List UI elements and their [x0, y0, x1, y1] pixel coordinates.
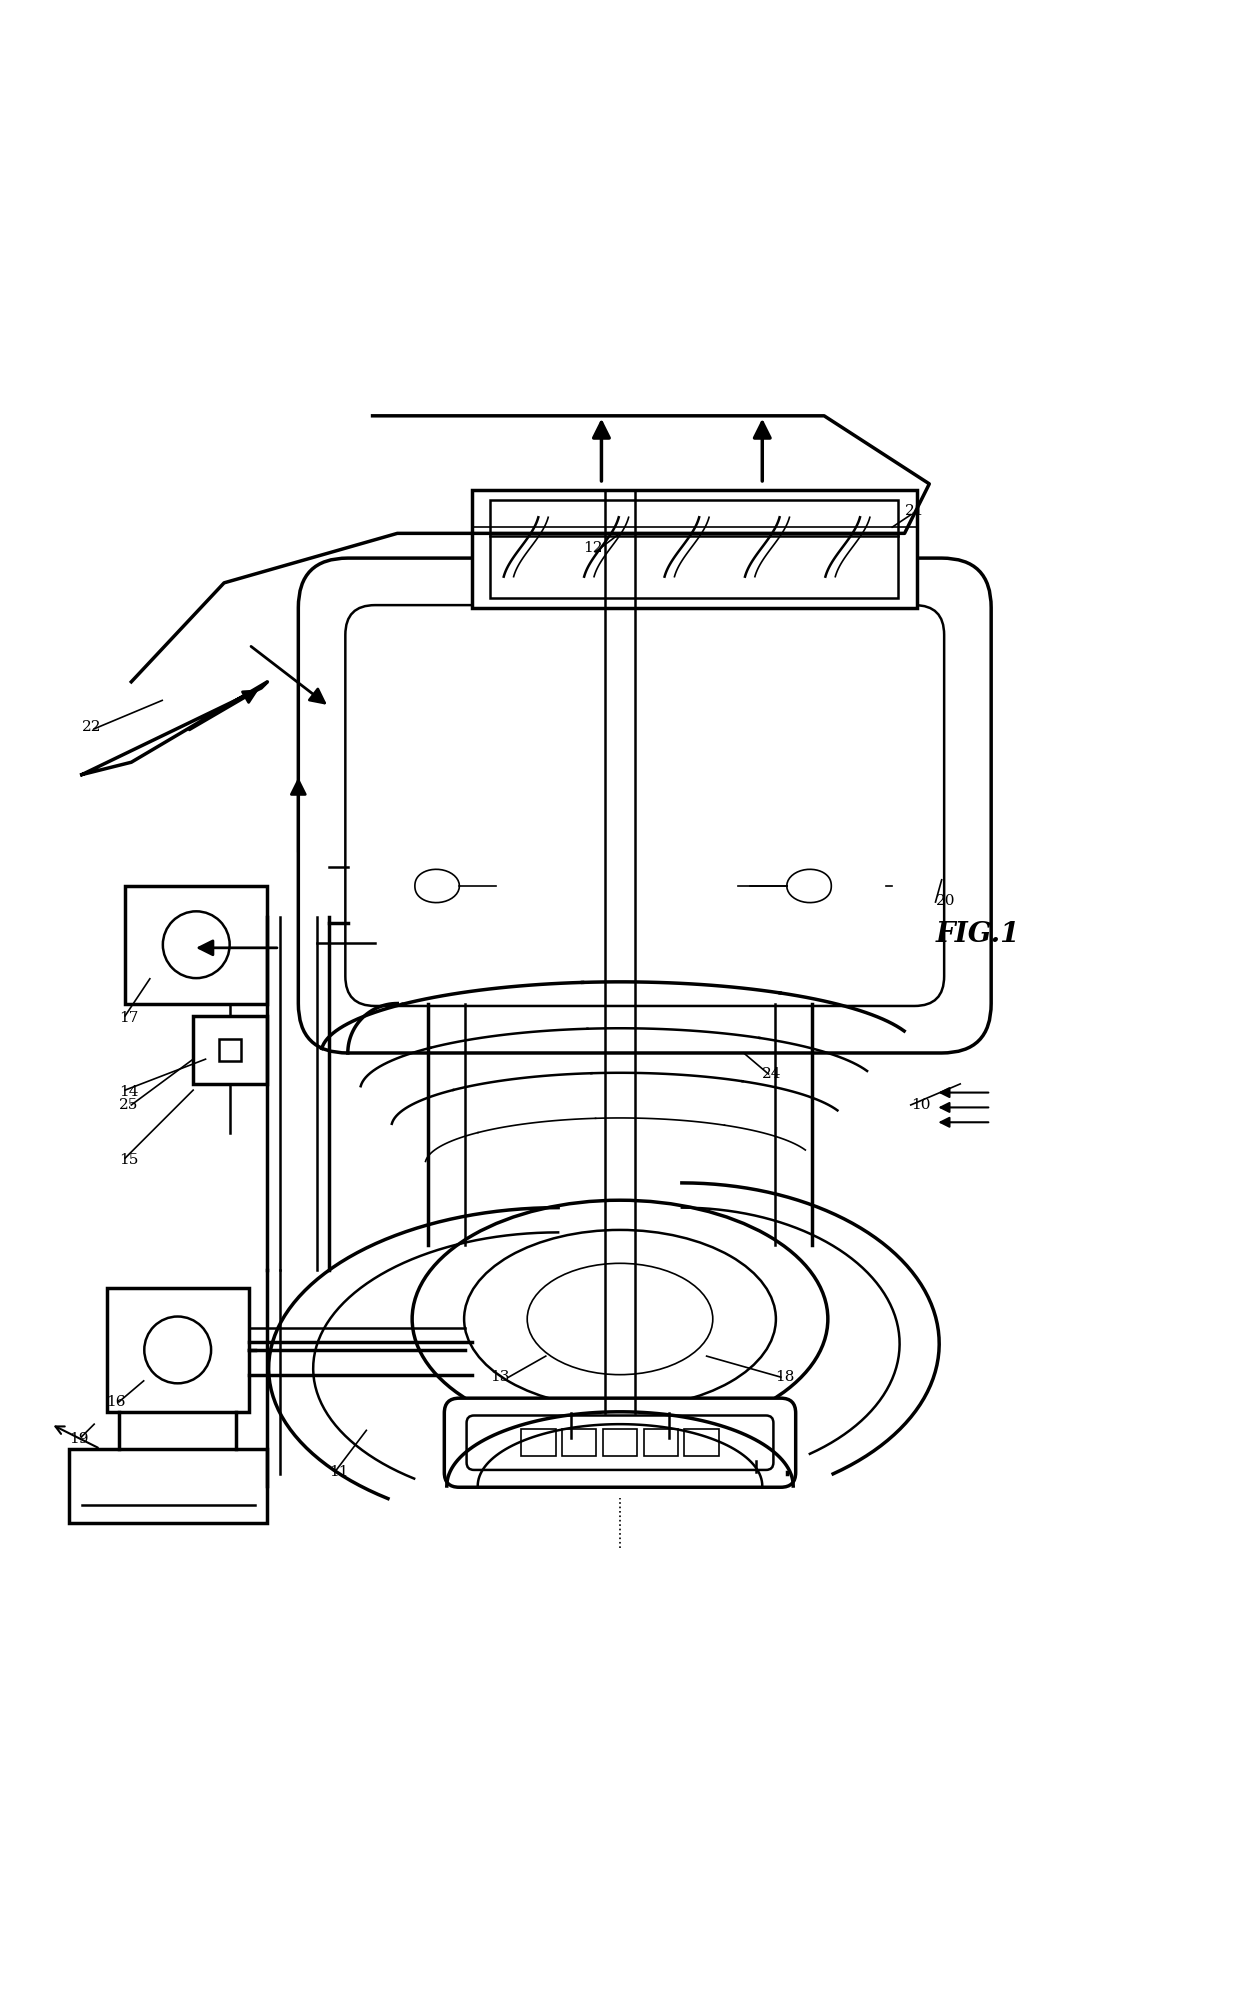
Text: 16: 16	[107, 1395, 126, 1409]
Text: 21: 21	[904, 504, 924, 518]
Polygon shape	[415, 869, 459, 903]
Bar	[219, 1040, 242, 1062]
Text: 13: 13	[490, 1371, 510, 1385]
Bar	[562, 1429, 596, 1457]
Text: 18: 18	[775, 1371, 794, 1385]
Ellipse shape	[527, 1262, 713, 1375]
Bar	[521, 1429, 556, 1457]
Bar	[69, 1449, 268, 1523]
Text: 12: 12	[583, 542, 603, 554]
Text: FIG.1: FIG.1	[935, 921, 1019, 947]
FancyBboxPatch shape	[345, 606, 944, 1006]
Bar	[603, 1429, 637, 1457]
Text: 19: 19	[69, 1431, 89, 1445]
Text: 17: 17	[119, 1012, 139, 1026]
Polygon shape	[786, 869, 831, 903]
Bar	[490, 500, 898, 598]
Text: 15: 15	[119, 1154, 139, 1168]
Text: 11: 11	[330, 1465, 348, 1479]
Text: 22: 22	[82, 721, 102, 735]
Bar	[471, 490, 916, 608]
Bar	[193, 1016, 268, 1084]
Bar	[684, 1429, 719, 1457]
Bar	[107, 1288, 249, 1411]
FancyBboxPatch shape	[299, 558, 991, 1054]
Text: 10: 10	[910, 1098, 930, 1112]
Bar	[644, 1429, 678, 1457]
Text: 25: 25	[119, 1098, 139, 1112]
Text: 20: 20	[935, 893, 955, 907]
FancyBboxPatch shape	[444, 1399, 796, 1487]
Text: 24: 24	[763, 1068, 781, 1080]
Ellipse shape	[464, 1230, 776, 1409]
Bar	[125, 885, 268, 1004]
Ellipse shape	[412, 1200, 828, 1437]
FancyBboxPatch shape	[466, 1415, 774, 1469]
Text: 14: 14	[119, 1086, 139, 1100]
